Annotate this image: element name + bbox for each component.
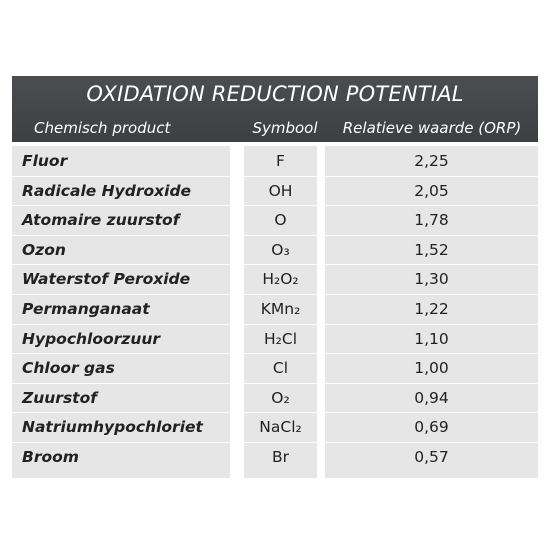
row-divider (12, 412, 538, 414)
symbol-cell: OH (268, 181, 293, 200)
table-row: Fluor F 2,25 (12, 147, 538, 177)
product-cell: Broom (22, 447, 79, 466)
orp-value-cell: 2,25 (414, 152, 449, 170)
row-divider (12, 323, 538, 325)
product-cell: Permanganaat (22, 299, 150, 318)
product-cell: Natriumhypochloriet (22, 418, 203, 437)
table-row: Chloor gas Cl 1,00 (12, 354, 538, 384)
orp-value-cell: 0,69 (414, 418, 449, 437)
column-header-product: Chemisch product (34, 119, 171, 137)
table-row: Ozon O₃ 1,52 (12, 236, 538, 266)
symbol-column-background (244, 146, 317, 478)
product-cell: Fluor (22, 152, 68, 170)
orp-value-cell: 0,57 (414, 447, 449, 466)
symbol-cell: O₃ (271, 240, 290, 259)
symbol-cell: Br (271, 447, 289, 466)
orp-value-cell: 1,22 (414, 299, 449, 318)
symbol-cell: O (274, 211, 287, 230)
table-title: OXIDATION REDUCTION POTENTIAL (86, 82, 464, 106)
table-row: Hypochloorzuur H₂Cl 1,10 (12, 325, 538, 355)
table-body: Fluor F 2,25 Radicale Hydroxide OH 2,05 Atomai… (12, 142, 538, 478)
row-divider (12, 234, 538, 236)
table-row: Broom Br 0,57 (12, 443, 538, 473)
table-row: Permanganaat KMn₂ 1,22 (12, 295, 538, 325)
orp-value-cell: 1,00 (414, 359, 449, 378)
symbol-cell: KMn₂ (260, 299, 301, 318)
row-divider (12, 382, 538, 384)
row-divider (12, 353, 538, 355)
product-cell: Atomaire zuurstof (22, 211, 180, 230)
product-cell: Zuurstof (22, 388, 97, 407)
product-cell: Waterstof Peroxide (22, 270, 191, 289)
column-header-value: Relatieve waarde (ORP) (342, 119, 522, 137)
symbol-cell: Cl (272, 359, 289, 378)
row-divider (12, 205, 538, 207)
table-row: Radicale Hydroxide OH 2,05 (12, 177, 538, 207)
symbol-cell: O₂ (271, 388, 290, 407)
table-row: Natriumhypochloriet NaCl₂ 0,69 (12, 413, 538, 443)
row-divider (12, 264, 538, 266)
row-divider (12, 441, 538, 443)
row-divider (12, 293, 538, 295)
product-column-background (12, 146, 230, 478)
product-cell: Hypochloorzuur (22, 329, 161, 348)
product-cell: Ozon (22, 240, 66, 259)
orp-value-cell: 2,05 (414, 181, 449, 200)
symbol-cell: NaCl₂ (259, 418, 302, 437)
table-row: Atomaire zuurstof O 1,78 (12, 206, 538, 236)
orp-table: OXIDATION REDUCTION POTENTIAL Chemisch p… (12, 76, 538, 478)
table-header: OXIDATION REDUCTION POTENTIAL Chemisch p… (12, 76, 538, 142)
orp-value-cell: 1,10 (414, 329, 449, 348)
table-row: Waterstof Peroxide H₂O₂ 1,30 (12, 265, 538, 295)
table-rows: Fluor F 2,25 Radicale Hydroxide OH 2,05 Atomai… (12, 142, 538, 473)
column-header-symbol: Symbool (252, 119, 318, 137)
orp-value-cell: 1,78 (414, 211, 449, 230)
orp-value-cell: 1,52 (414, 240, 449, 259)
orp-value-cell: 0,94 (414, 388, 449, 407)
value-column-background (325, 146, 538, 478)
product-cell: Radicale Hydroxide (22, 181, 192, 200)
symbol-cell: H₂Cl (264, 329, 297, 348)
product-cell: Chloor gas (22, 359, 115, 378)
row-divider (12, 175, 538, 177)
symbol-cell: H₂O₂ (262, 270, 299, 289)
orp-value-cell: 1,30 (414, 270, 449, 289)
symbol-cell: F (276, 152, 285, 170)
table-row: Zuurstof O₂ 0,94 (12, 384, 538, 414)
